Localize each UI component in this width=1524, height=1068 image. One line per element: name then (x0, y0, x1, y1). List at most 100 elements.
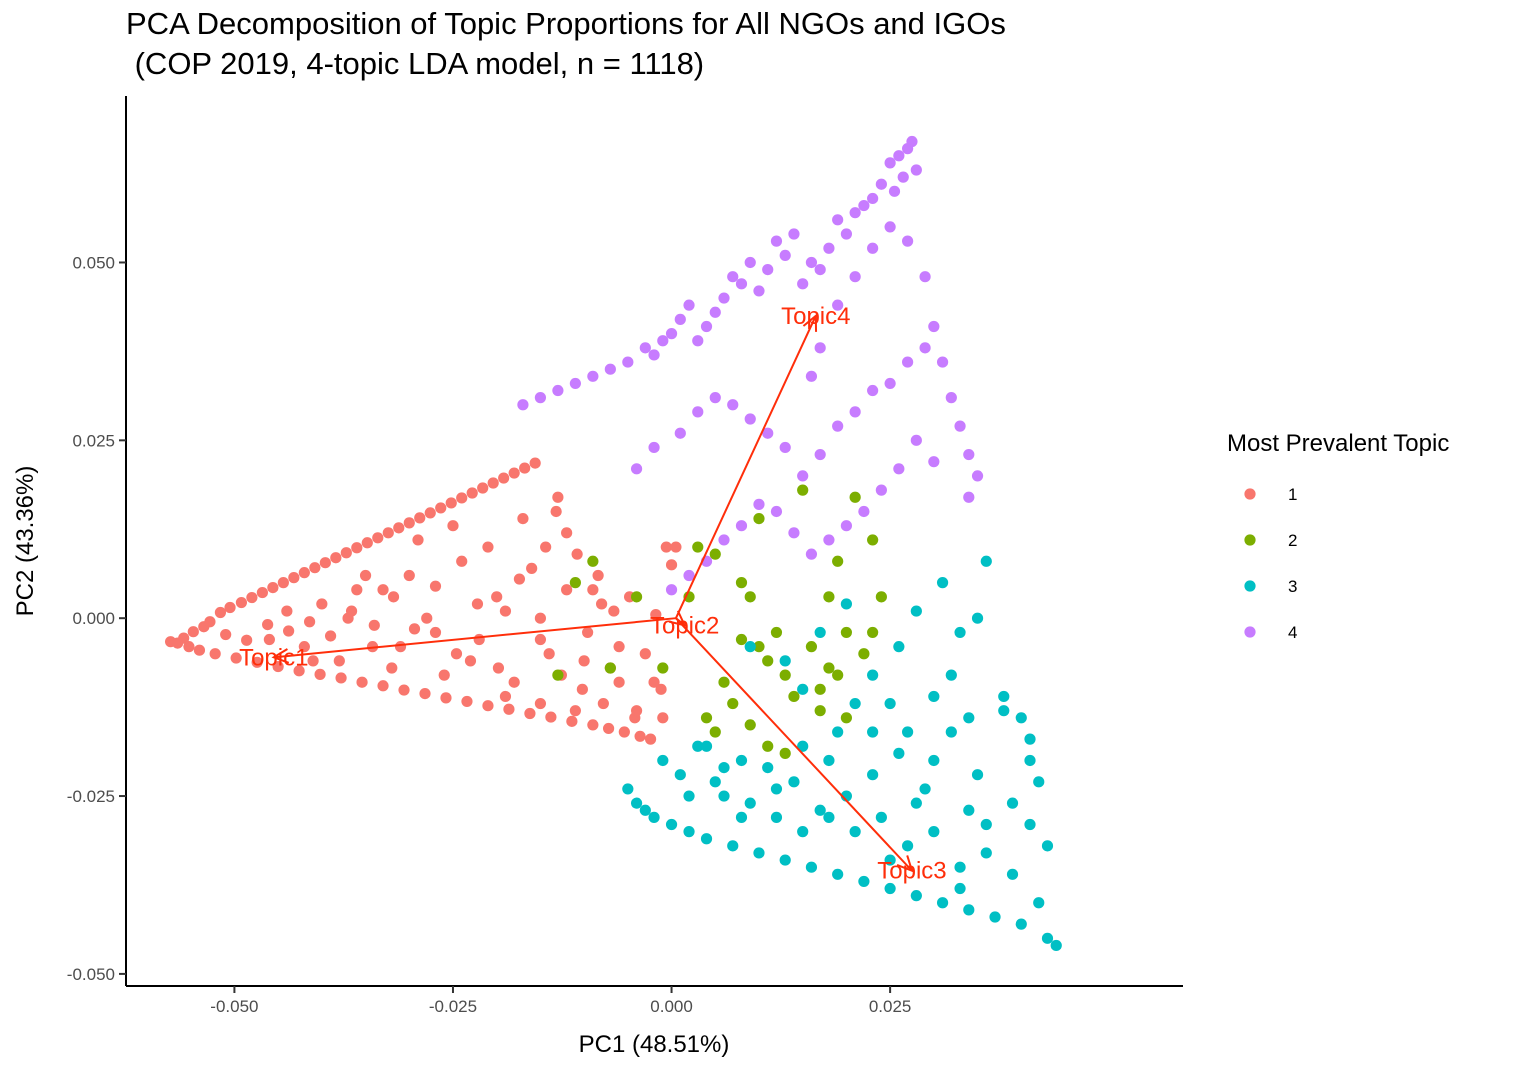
point-topic-1 (450, 648, 463, 660)
point-topic-3 (797, 683, 809, 695)
point-topic-1 (526, 562, 538, 574)
point-topic-3 (683, 790, 695, 802)
point-topic-4 (963, 448, 975, 461)
point-topic-4 (770, 235, 783, 247)
point-topic-1 (307, 655, 319, 667)
point-topic-4 (919, 342, 931, 354)
point-topic-3 (735, 754, 748, 767)
point-topic-1 (288, 572, 300, 584)
point-topic-3 (657, 754, 669, 767)
point-topic-1 (382, 527, 394, 539)
point-topic-1 (582, 626, 594, 639)
point-topic-1 (552, 491, 564, 503)
point-topic-3 (875, 811, 887, 823)
point-topic-1 (262, 618, 274, 631)
point-topic-2 (823, 662, 835, 674)
point-topic-4 (910, 434, 922, 446)
point-topic-2 (692, 541, 704, 553)
point-topic-1 (519, 462, 531, 474)
point-topic-4 (805, 256, 818, 269)
point-topic-1 (178, 632, 190, 644)
point-topic-3 (840, 598, 853, 610)
point-topic-3 (989, 911, 1001, 923)
y-tick-label: 0.025 (72, 431, 115, 450)
point-topic-4 (906, 135, 918, 148)
point-topic-1 (613, 641, 625, 653)
point-topic-3 (718, 761, 730, 774)
legend-label-topic-2: 2 (1288, 531, 1297, 550)
point-topic-1 (394, 641, 407, 653)
point-topic-1 (314, 668, 326, 680)
point-topic-3 (980, 818, 992, 831)
point-topic-2 (709, 548, 721, 560)
y-tick-label: 0.000 (72, 609, 115, 628)
point-topic-4 (517, 399, 529, 411)
point-topic-4 (858, 505, 870, 518)
point-topic-1 (429, 580, 442, 592)
point-topic-4 (928, 456, 940, 468)
point-topic-4 (884, 221, 896, 233)
point-topic-2 (718, 676, 730, 688)
point-topic-1 (587, 584, 599, 596)
x-tick-label: 0.000 (650, 997, 693, 1016)
point-topic-4 (936, 356, 949, 368)
point-topic-3 (727, 840, 739, 852)
chart-title-line2: (COP 2019, 4-topic LDA model, n = 1118) (126, 46, 704, 81)
point-topic-1 (235, 596, 248, 609)
point-topic-4 (700, 320, 713, 333)
point-topic-1 (333, 655, 345, 667)
x-tick-label: 0.025 (869, 997, 912, 1016)
points-layer (164, 135, 1062, 952)
point-topic-1 (445, 497, 457, 509)
point-topic-1 (608, 605, 620, 617)
x-tick-label: -0.025 (429, 997, 477, 1016)
point-topic-1 (576, 683, 588, 695)
point-topic-3 (910, 890, 922, 902)
point-topic-2 (779, 747, 791, 759)
point-topic-4 (797, 278, 809, 290)
point-topic-4 (849, 406, 861, 418)
point-topic-1 (377, 584, 389, 596)
point-topic-1 (513, 573, 526, 585)
loading-label-topic3: Topic3 (877, 858, 946, 885)
point-topic-4 (683, 299, 695, 311)
point-topic-4 (858, 199, 870, 212)
point-topic-4 (692, 335, 704, 347)
point-topic-1 (330, 552, 342, 564)
point-topic-4 (665, 328, 678, 340)
point-topic-3 (709, 776, 721, 788)
point-topic-1 (359, 569, 372, 582)
point-topic-1 (603, 722, 615, 735)
point-topic-4 (797, 470, 809, 482)
point-topic-3 (1015, 918, 1027, 930)
point-topic-4 (910, 164, 922, 176)
point-topic-4 (832, 299, 844, 311)
point-topic-4 (718, 534, 730, 546)
point-topic-4 (674, 427, 686, 439)
point-topic-2 (849, 491, 861, 503)
point-topic-2 (832, 669, 844, 681)
point-topic-2 (744, 591, 756, 603)
point-topic-1 (183, 641, 195, 653)
point-topic-3 (902, 840, 914, 852)
point-topic-3 (770, 811, 783, 823)
point-topic-4 (823, 534, 835, 546)
loading-arrow-topic4 (675, 315, 817, 619)
point-topic-1 (499, 690, 512, 703)
point-topic-1 (283, 625, 295, 637)
point-topic-2 (867, 626, 879, 639)
point-topic-3 (954, 626, 966, 639)
point-topic-2 (735, 577, 748, 589)
point-topic-3 (832, 726, 844, 738)
point-topic-4 (552, 384, 564, 397)
point-topic-4 (657, 335, 669, 347)
point-topic-1 (220, 628, 232, 641)
point-topic-1 (393, 522, 405, 534)
point-topic-3 (622, 783, 634, 795)
point-topic-3 (858, 875, 870, 888)
point-topic-1 (508, 676, 520, 688)
point-topic-4 (805, 370, 818, 382)
point-topic-2 (753, 641, 765, 653)
point-topic-3 (779, 655, 791, 667)
point-topic-3 (1024, 733, 1036, 745)
